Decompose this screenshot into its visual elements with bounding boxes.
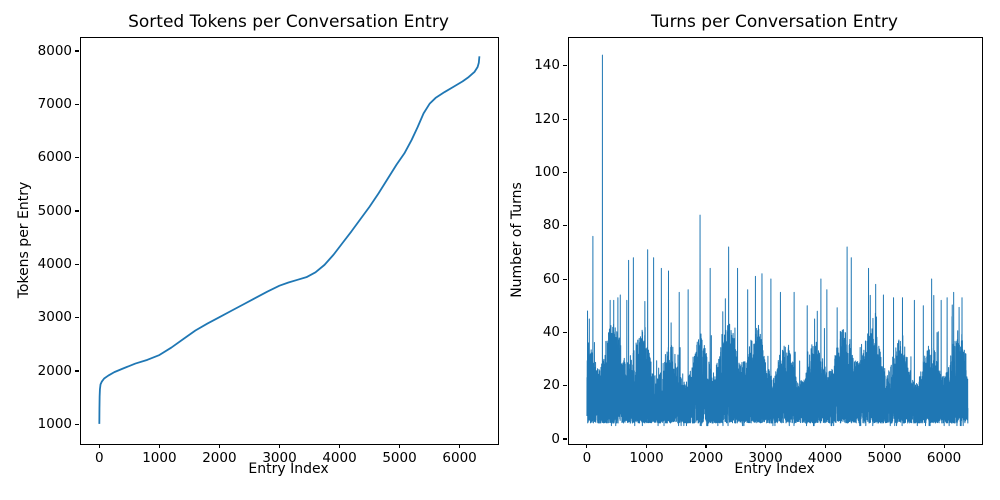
x-tick-mark — [884, 444, 886, 448]
y-tick-label: 1000 — [37, 415, 72, 432]
y-tick-label: 100 — [534, 163, 560, 180]
y-tick-mark — [75, 423, 79, 425]
x-tick-mark — [943, 444, 945, 448]
y-tick-mark — [75, 210, 79, 212]
x-tick-mark — [705, 444, 707, 448]
x-tick-label: 6000 — [926, 450, 962, 466]
x-tick-mark — [824, 444, 826, 448]
x-tick-mark — [158, 444, 160, 448]
x-tick-mark — [586, 444, 588, 448]
x-tick-label: 0 — [582, 450, 592, 466]
series-path — [98, 56, 481, 424]
y-tick-label: 0 — [551, 430, 560, 447]
y-tick-mark — [563, 278, 567, 280]
x-tick-mark — [98, 444, 100, 448]
y-tick-label: 20 — [542, 377, 560, 394]
y-tick-label: 60 — [542, 270, 560, 287]
x-tick-label: 5000 — [382, 450, 417, 466]
y-tick-label: 2000 — [37, 362, 72, 379]
y-tick-label: 140 — [534, 57, 560, 74]
x-tick-mark — [218, 444, 220, 448]
x-tick-mark — [459, 444, 461, 448]
turns-chart-axes — [568, 37, 983, 445]
x-tick-label: 3000 — [262, 450, 297, 466]
y-tick-label: 6000 — [37, 149, 72, 166]
x-tick-mark — [338, 444, 341, 448]
y-tick-mark — [75, 50, 79, 52]
y-tick-label: 4000 — [37, 255, 72, 272]
y-tick-label: 40 — [542, 323, 560, 340]
y-tick-mark — [75, 370, 79, 372]
tokens-chart-title: Sorted Tokens per Conversation Entry — [128, 12, 449, 32]
x-tick-label: 1000 — [629, 450, 664, 466]
x-tick-label: 2000 — [202, 450, 237, 466]
x-tick-mark — [764, 444, 767, 448]
turns-line-series — [586, 54, 969, 427]
tokens-line-series — [98, 56, 481, 424]
x-tick-label: 3000 — [748, 450, 783, 466]
x-tick-mark — [278, 444, 281, 448]
x-tick-mark — [398, 444, 401, 448]
y-tick-mark — [563, 225, 567, 227]
y-tick-label: 80 — [542, 217, 560, 234]
y-tick-mark — [563, 65, 567, 67]
y-tick-mark — [75, 317, 79, 319]
x-tick-label: 4000 — [322, 450, 357, 466]
y-tick-label: 8000 — [37, 42, 72, 59]
y-tick-label: 120 — [534, 110, 560, 127]
y-tick-mark — [563, 385, 567, 387]
x-tick-label: 1000 — [142, 450, 177, 466]
x-tick-label: 5000 — [867, 450, 902, 466]
x-tick-label: 0 — [95, 450, 104, 466]
y-tick-mark — [75, 263, 79, 265]
series-path — [586, 54, 969, 427]
y-tick-label: 7000 — [37, 95, 72, 112]
y-tick-mark — [563, 438, 567, 440]
y-tick-mark — [563, 331, 567, 333]
x-tick-label: 6000 — [442, 450, 477, 466]
y-tick-mark — [563, 171, 567, 173]
y-tick-mark — [563, 118, 567, 120]
turns-x-axis-label: Entry Index — [734, 461, 815, 477]
y-tick-label: 3000 — [37, 309, 72, 326]
x-tick-label: 2000 — [688, 450, 724, 466]
y-tick-mark — [75, 157, 79, 159]
y-tick-mark — [75, 103, 79, 105]
turns-chart-title: Turns per Conversation Entry — [651, 12, 898, 32]
x-tick-mark — [645, 444, 648, 448]
tokens-x-axis-label: Entry Index — [248, 461, 329, 477]
y-tick-label: 5000 — [37, 202, 72, 219]
tokens-chart-axes — [80, 37, 499, 445]
x-tick-label: 4000 — [807, 450, 843, 466]
